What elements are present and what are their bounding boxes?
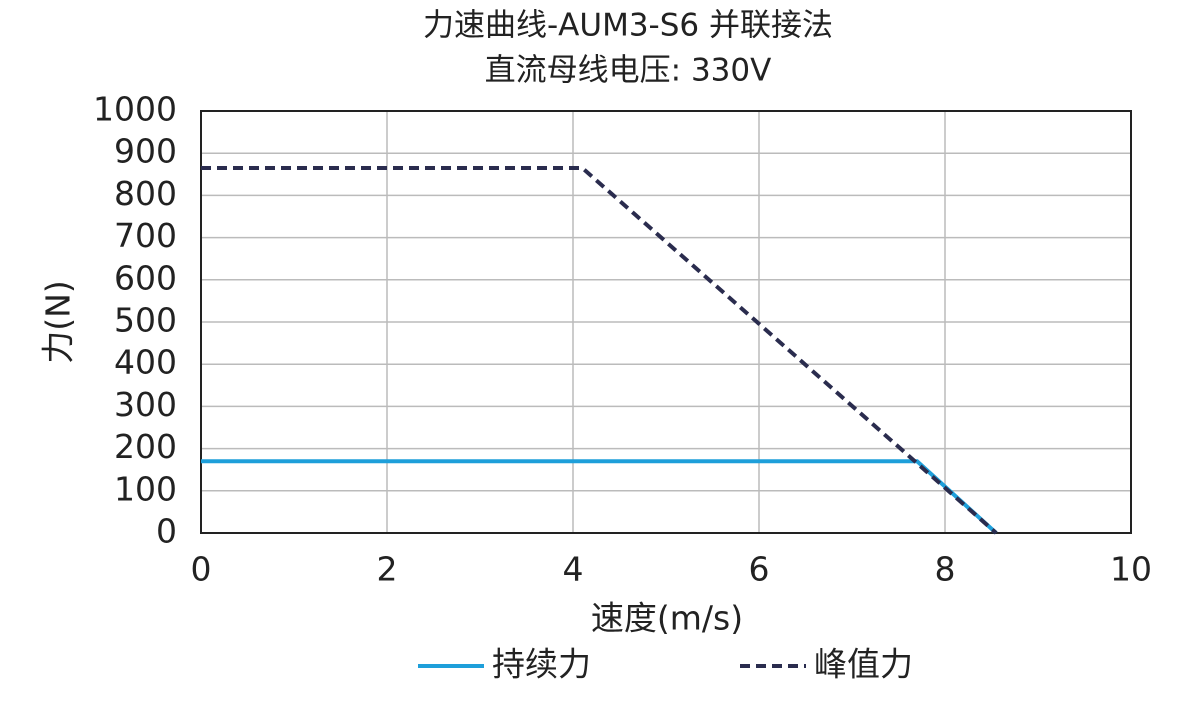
legend-label: 持续力 [492,645,591,684]
y-tick-label: 200 [114,427,177,466]
chart-title: 力速曲线-AUM3-S6 并联接法 [423,8,833,44]
y-tick-label: 700 [114,216,177,255]
y-tick-label: 600 [114,258,177,297]
series-line [201,459,998,535]
plot-frame [200,110,1132,534]
y-tick-label: 1000 [93,90,177,129]
x-tick-label: 10 [1110,550,1152,589]
x-tick-label: 0 [191,550,212,589]
legend-label: 峰值力 [814,645,913,684]
y-tick-label: 400 [114,343,177,382]
series-line [201,165,998,535]
y-tick-label: 100 [114,469,177,508]
y-tick-label: 300 [114,385,177,424]
x-tick-label: 6 [749,550,770,589]
x-tick-label: 2 [377,550,398,589]
y-tick-label: 800 [114,174,177,213]
x-tick-label: 4 [563,550,584,589]
x-axis-label: 速度(m/s) [591,599,743,638]
y-axis-label: 力(N) [39,280,78,363]
y-tick-label: 500 [114,301,177,340]
y-tick-label: 900 [114,132,177,171]
x-tick-label: 8 [935,550,956,589]
chart-subtitle: 直流母线电压: 330V [485,53,772,89]
y-tick-label: 0 [156,512,177,551]
